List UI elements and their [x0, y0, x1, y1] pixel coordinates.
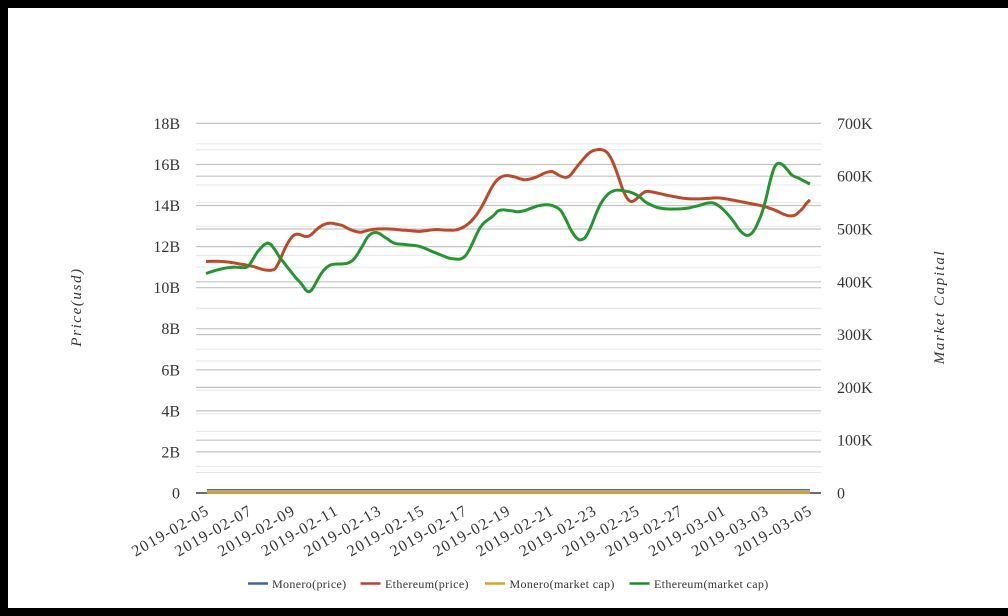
- svg-text:600K: 600K: [837, 169, 873, 186]
- svg-text:Market Capital: Market Capital: [932, 250, 948, 365]
- svg-text:8B: 8B: [161, 321, 180, 338]
- svg-text:6B: 6B: [161, 362, 180, 379]
- svg-text:18B: 18B: [153, 116, 180, 133]
- svg-text:16B: 16B: [153, 157, 180, 174]
- svg-text:300K: 300K: [837, 327, 873, 344]
- svg-text:500K: 500K: [837, 222, 873, 239]
- svg-text:14B: 14B: [153, 198, 180, 215]
- svg-text:Monero(price): Monero(price): [272, 577, 347, 591]
- svg-text:200K: 200K: [837, 380, 873, 397]
- svg-text:Ethereum(price): Ethereum(price): [385, 577, 469, 591]
- svg-text:12B: 12B: [153, 239, 180, 256]
- svg-text:Monero(market cap): Monero(market cap): [510, 577, 615, 591]
- svg-text:400K: 400K: [837, 274, 873, 291]
- svg-text:4B: 4B: [161, 403, 180, 420]
- svg-text:Price(usd): Price(usd): [69, 267, 85, 347]
- svg-text:100K: 100K: [837, 433, 873, 450]
- svg-text:0: 0: [837, 486, 845, 503]
- svg-text:10B: 10B: [153, 280, 180, 297]
- svg-text:700K: 700K: [837, 116, 873, 133]
- svg-text:2B: 2B: [161, 444, 180, 461]
- svg-text:Ethereum(market cap): Ethereum(market cap): [654, 577, 769, 591]
- svg-text:0: 0: [172, 486, 180, 503]
